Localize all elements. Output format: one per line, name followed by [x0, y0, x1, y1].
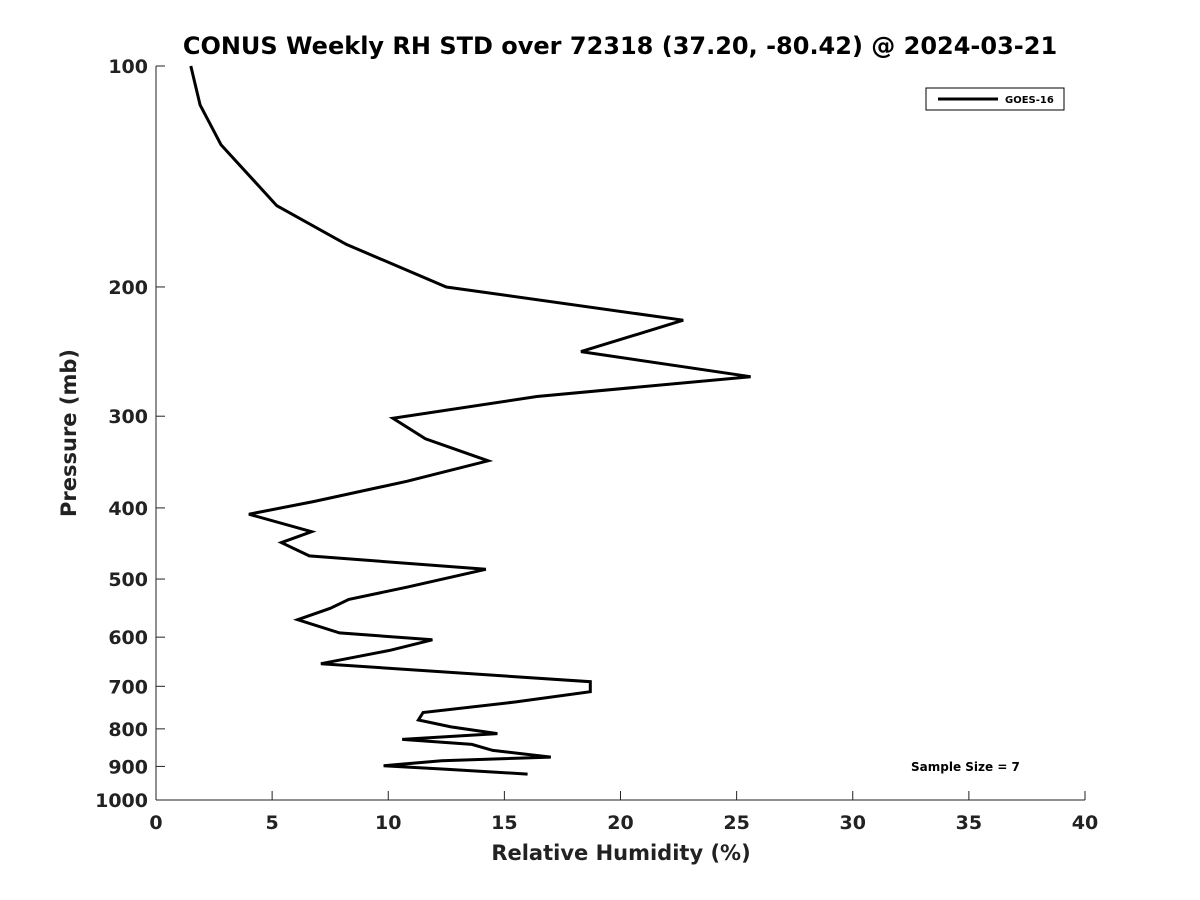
- y-tick-label: 600: [108, 627, 148, 649]
- legend: GOES-16: [925, 87, 1065, 111]
- y-tick-label: 100: [108, 56, 148, 78]
- y-tick-label: 900: [108, 756, 148, 778]
- series-line-0: [189, 65, 751, 776]
- x-tick-label: 30: [840, 812, 866, 834]
- x-tick-label: 10: [375, 812, 401, 834]
- y-axis-ticks: 100 200 300 400 500 600 700 800 900 1000: [95, 56, 165, 812]
- plot-area: [155, 66, 1085, 801]
- chart-title: CONUS Weekly RH STD over 72318 (37.20, -…: [183, 32, 1057, 60]
- y-tick-label: 700: [108, 676, 148, 698]
- x-tick-label: 0: [149, 812, 162, 834]
- y-tick-label: 400: [108, 498, 148, 520]
- x-axis-ticks: 0 5 10 15 20 25 30 35 40: [149, 791, 1098, 834]
- x-axis-label: Relative Humidity (%): [491, 841, 750, 865]
- x-tick-label: 25: [723, 812, 749, 834]
- x-tick-label: 5: [266, 812, 279, 834]
- x-tick-label: 15: [491, 812, 517, 834]
- sample-size-annotation: Sample Size = 7: [911, 760, 1020, 774]
- x-tick-label: 20: [607, 812, 633, 834]
- y-axis-label: Pressure (mb): [57, 349, 81, 517]
- x-tick-label: 40: [1072, 812, 1098, 834]
- legend-entry-goes16: GOES-16: [1005, 95, 1054, 106]
- x-tick-label: 35: [956, 812, 982, 834]
- y-tick-label: 800: [108, 719, 148, 741]
- y-tick-label: 300: [108, 406, 148, 428]
- y-tick-label: 200: [108, 277, 148, 299]
- y-tick-label: 1000: [95, 790, 148, 812]
- series-layer: [189, 65, 751, 776]
- y-tick-label: 500: [108, 569, 148, 591]
